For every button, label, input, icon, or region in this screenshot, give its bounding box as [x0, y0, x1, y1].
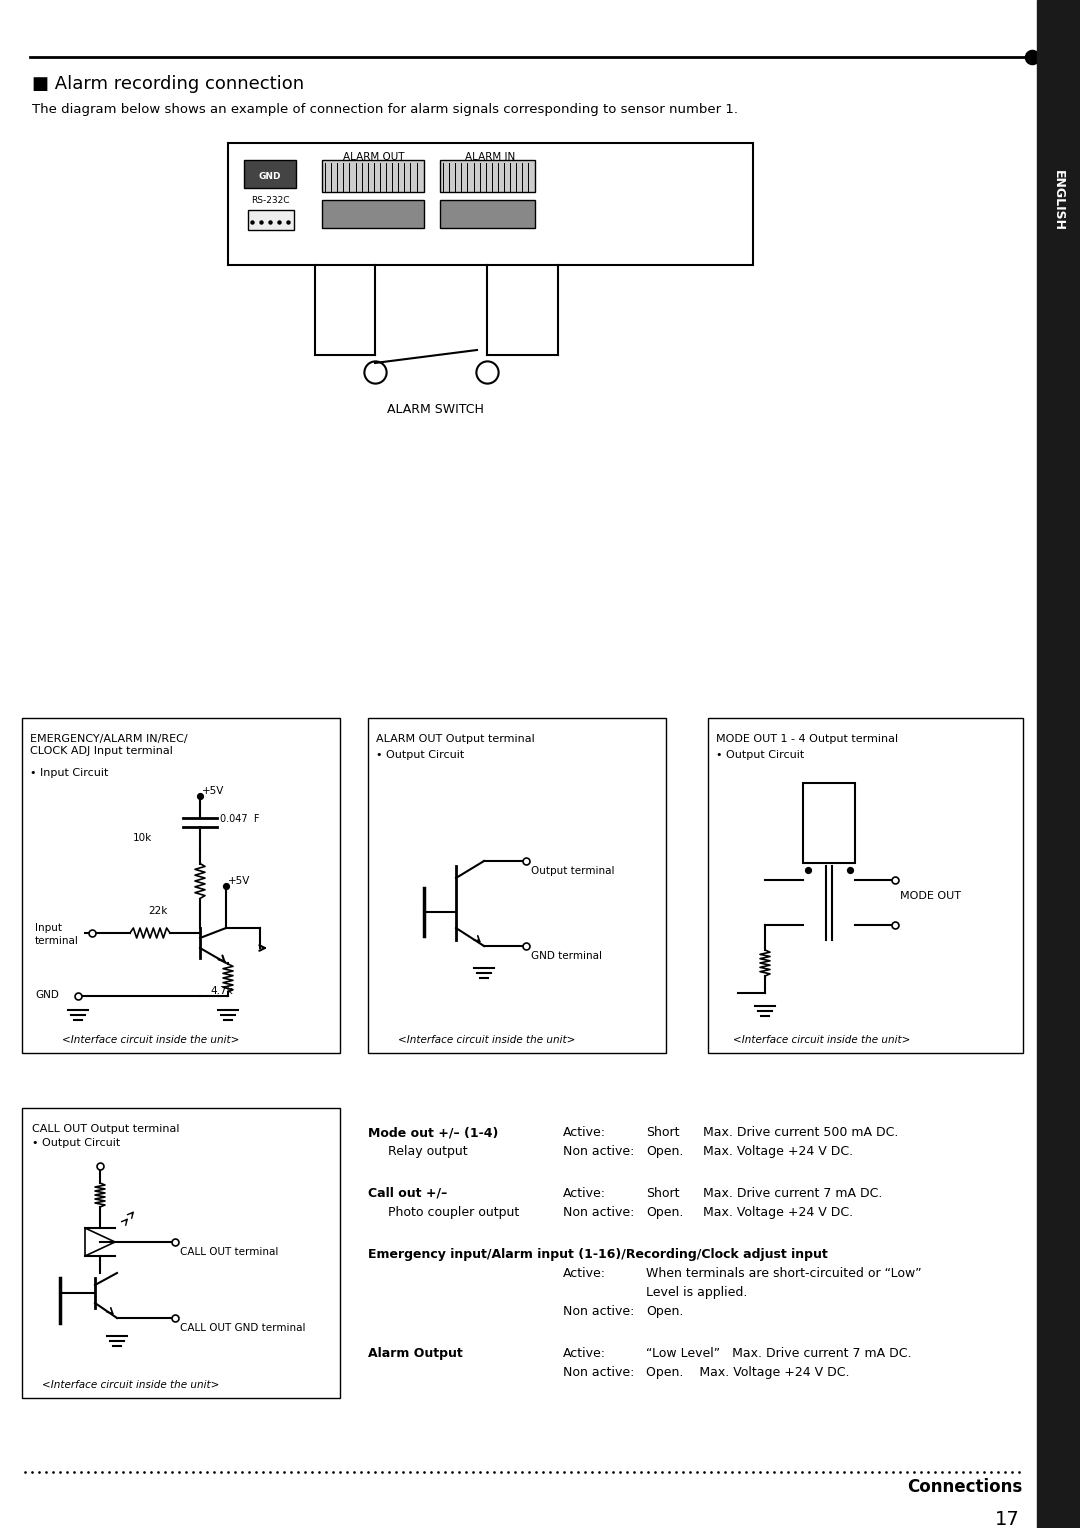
Text: GND terminal: GND terminal	[531, 950, 602, 961]
Bar	[804, 782, 855, 863]
Text: GND: GND	[259, 173, 281, 180]
Bar	[440, 160, 535, 193]
Text: Open.: Open.	[646, 1144, 684, 1158]
Bar	[368, 718, 666, 1053]
Text: Emergency input/Alarm input (1-16)/Recording/Clock adjust input: Emergency input/Alarm input (1-16)/Recor…	[368, 1248, 827, 1261]
Text: +5V: +5V	[202, 785, 225, 796]
Text: <Interface circuit inside the unit>: <Interface circuit inside the unit>	[733, 1034, 910, 1045]
Text: MODE OUT 1 - 4 Output terminal: MODE OUT 1 - 4 Output terminal	[716, 733, 899, 744]
Text: <Interface circuit inside the unit>: <Interface circuit inside the unit>	[62, 1034, 240, 1045]
Text: GND: GND	[35, 990, 59, 999]
Text: ■ Alarm recording connection: ■ Alarm recording connection	[32, 75, 305, 93]
Bar	[322, 160, 424, 193]
Text: Max. Voltage +24 V DC.: Max. Voltage +24 V DC.	[703, 1144, 853, 1158]
Text: Non active:: Non active:	[563, 1366, 634, 1378]
Text: CALL OUT terminal: CALL OUT terminal	[180, 1247, 279, 1258]
Text: ALARM IN: ALARM IN	[464, 151, 515, 162]
Text: MODE OUT: MODE OUT	[900, 891, 961, 902]
Bar	[248, 209, 294, 231]
Text: Level is applied.: Level is applied.	[646, 1287, 747, 1299]
Text: Open.: Open.	[646, 1305, 684, 1319]
Bar	[244, 160, 296, 188]
Text: +5V: +5V	[228, 876, 251, 886]
Text: ENGLISH: ENGLISH	[1052, 170, 1065, 231]
Text: Open.    Max. Voltage +24 V DC.: Open. Max. Voltage +24 V DC.	[646, 1366, 850, 1378]
Text: Photo coupler output: Photo coupler output	[388, 1206, 519, 1219]
Text: Mode out +/– (1-4): Mode out +/– (1-4)	[368, 1126, 498, 1138]
Text: Active:: Active:	[563, 1348, 606, 1360]
Text: 4.7k: 4.7k	[210, 986, 233, 996]
Bar	[22, 718, 340, 1053]
Text: Max. Drive current 500 mA DC.: Max. Drive current 500 mA DC.	[703, 1126, 899, 1138]
Text: Input: Input	[35, 923, 62, 934]
Text: Non active:: Non active:	[563, 1305, 634, 1319]
Text: • Output Circuit: • Output Circuit	[716, 750, 805, 759]
Text: Output terminal: Output terminal	[531, 866, 615, 876]
Text: Active:: Active:	[563, 1187, 606, 1199]
Text: Open.: Open.	[646, 1206, 684, 1219]
Text: terminal: terminal	[35, 937, 79, 946]
Text: ALARM SWITCH: ALARM SWITCH	[387, 403, 484, 416]
Text: • Output Circuit: • Output Circuit	[32, 1138, 120, 1148]
Text: CALL OUT GND terminal: CALL OUT GND terminal	[180, 1323, 306, 1332]
Text: • Output Circuit: • Output Circuit	[376, 750, 464, 759]
Text: Non active:: Non active:	[563, 1144, 634, 1158]
Text: CALL OUT Output terminal: CALL OUT Output terminal	[32, 1125, 179, 1134]
Bar	[322, 200, 424, 228]
Text: Max. Drive current 7 mA DC.: Max. Drive current 7 mA DC.	[703, 1187, 882, 1199]
Text: 22k: 22k	[148, 906, 167, 915]
Text: <Interface circuit inside the unit>: <Interface circuit inside the unit>	[42, 1380, 219, 1390]
Bar	[1037, 0, 1080, 1528]
Text: EMERGENCY/ALARM IN/REC/
CLOCK ADJ Input terminal: EMERGENCY/ALARM IN/REC/ CLOCK ADJ Input …	[30, 733, 188, 756]
Bar	[22, 1108, 340, 1398]
Text: Relay output: Relay output	[388, 1144, 468, 1158]
Text: <Interface circuit inside the unit>: <Interface circuit inside the unit>	[399, 1034, 576, 1045]
Text: 17: 17	[996, 1510, 1020, 1528]
Text: • Input Circuit: • Input Circuit	[30, 769, 108, 778]
Text: RS-232C: RS-232C	[251, 196, 289, 205]
Text: Short: Short	[646, 1126, 679, 1138]
Text: ALARM OUT: ALARM OUT	[343, 151, 405, 162]
Text: 10k: 10k	[133, 833, 152, 843]
Text: ALARM OUT Output terminal: ALARM OUT Output terminal	[376, 733, 535, 744]
Text: Call out +/–: Call out +/–	[368, 1187, 447, 1199]
Text: When terminals are short-circuited or “Low”: When terminals are short-circuited or “L…	[646, 1267, 921, 1280]
Text: Max. Voltage +24 V DC.: Max. Voltage +24 V DC.	[703, 1206, 853, 1219]
Text: The diagram below shows an example of connection for alarm signals corresponding: The diagram below shows an example of co…	[32, 102, 738, 116]
Text: 0.047  F: 0.047 F	[220, 814, 259, 824]
Text: Alarm Output: Alarm Output	[368, 1348, 462, 1360]
Text: Active:: Active:	[563, 1126, 606, 1138]
Text: Connections: Connections	[907, 1478, 1022, 1496]
Text: “Low Level”   Max. Drive current 7 mA DC.: “Low Level” Max. Drive current 7 mA DC.	[646, 1348, 912, 1360]
Text: Active:: Active:	[563, 1267, 606, 1280]
Bar	[228, 144, 753, 264]
Text: Short: Short	[646, 1187, 679, 1199]
Bar	[440, 200, 535, 228]
Text: Non active:: Non active:	[563, 1206, 634, 1219]
Bar	[708, 718, 1023, 1053]
